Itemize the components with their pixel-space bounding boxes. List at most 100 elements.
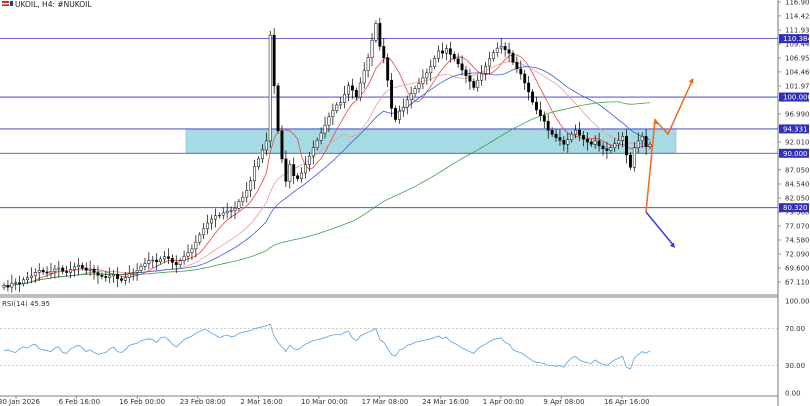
candle-body [339,102,343,106]
time-tick-label: 9 Apr 08:00 [543,398,584,406]
candle-body [621,136,625,141]
level-tag-label: 80.320 [783,204,808,212]
moving-averages [3,54,651,287]
chart-header: UKOIL, H4: #NUKOIL [2,0,92,9]
time-tick-label: 16 Apr 16:00 [604,398,650,406]
candle-body [221,212,225,216]
candle-body [350,85,354,91]
candle-body [597,140,601,147]
candle-body [80,264,84,269]
support-zone [185,128,677,154]
candle-body [108,275,112,278]
candle-body [135,269,139,273]
candle-body [409,93,413,101]
candle-body [527,82,531,93]
candle-body [589,141,593,145]
candle-body [29,275,33,278]
candle-body [84,267,88,271]
candle-body [546,120,550,131]
rsi-level-label: 0.00 [785,390,801,398]
candle-body [304,164,307,174]
price-tick-label: 84.540 [785,180,810,188]
moving-average-line [3,54,651,287]
rsi-level-label: 30.00 [785,362,805,370]
candle-body [417,83,421,89]
candle-body [272,34,276,87]
candle-body [585,138,589,143]
candle-body [225,210,229,214]
rsi-line [3,323,651,370]
candle-body [190,248,194,254]
candle-body [476,79,480,88]
candle-body [96,272,100,276]
symbol-header: UKOIL, H4: #NUKOIL [15,0,92,9]
candle-body [491,52,495,60]
candle-body [210,218,213,224]
candle-body [69,269,73,273]
candle-body [159,258,163,263]
candle-body [53,268,57,272]
candle-body [374,23,378,41]
candle-body [245,190,249,198]
candle-body [488,58,491,67]
candle-body [163,256,166,260]
price-tick-label: 79.560 [785,208,810,216]
candle-body [542,115,546,122]
price-tick-label: 82.050 [785,194,810,202]
candle-body [45,271,49,274]
candle-body [206,222,210,229]
price-tick-label: 74.580 [785,236,810,244]
candle-body [288,164,292,182]
candle-body [327,116,331,126]
candle-body [507,49,511,54]
candle-body [386,57,390,81]
candle-body [151,259,155,262]
candle-body [202,228,206,236]
candle-body [323,124,327,134]
price-tick-label: 87.050 [785,166,810,174]
candle-body [331,110,335,117]
candle-body [104,276,108,278]
candle-body [550,129,554,135]
candle-body [116,273,119,279]
candle-body [170,258,174,263]
candle-body [198,234,202,243]
price-tick-label: 116.900 [785,0,810,7]
candle-body [33,272,37,277]
candle-body [166,256,170,259]
candle-body [472,81,476,88]
candle-body [531,91,534,103]
candle-body [444,48,448,54]
candle-body [186,252,190,257]
price-tick-label: 109.440 [785,40,810,48]
time-tick-label: 1 Apr 00:00 [483,398,524,406]
candle-body [640,136,644,142]
candle-body [354,90,358,98]
candle-body [10,282,14,288]
candle-body [264,140,268,151]
candle-body [178,260,182,265]
price-tick-label: 72.090 [785,250,810,258]
candle-body [41,269,45,273]
candle-body [292,164,296,177]
price-axis: 116.900 114.420 111.930 109.440 106.950 104.4… [778,0,810,287]
rsi-panel: RSI(14) 45.95 100.00 70.00 30.00 0.00 [0,298,810,398]
candle-body [378,23,382,47]
candle-body [276,85,280,132]
candle-body [194,241,198,250]
candle-body [562,140,566,145]
price-tick-label: 111.930 [785,26,810,34]
time-tick-label: 2 Mar 16:00 [240,398,282,406]
candle-body [147,260,151,264]
candle-body [609,147,613,151]
candle-body [131,272,135,274]
candle-body [76,264,80,268]
candle-body [578,129,581,136]
candle-body [441,50,444,54]
candle-body [425,72,429,79]
candle-body [123,277,127,281]
candle-body [468,75,472,82]
level-tag [779,124,809,134]
